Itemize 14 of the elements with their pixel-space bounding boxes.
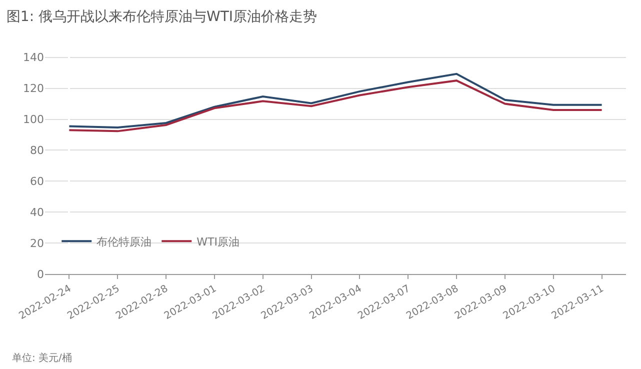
y-tick-label: 60 xyxy=(30,175,44,188)
y-tick-label: 80 xyxy=(30,144,44,158)
y-tick-label: 40 xyxy=(30,206,44,219)
line-series xyxy=(68,80,603,132)
y-tick-label: 0 xyxy=(37,268,44,281)
y-tick-label: 100 xyxy=(23,113,44,126)
chart-title: 图1: 俄乌开战以来布伦特原油与WTI原油价格走势 xyxy=(6,8,318,25)
y-tick-label: 120 xyxy=(23,82,44,96)
line-series xyxy=(68,72,603,128)
text: 单位: 美元/桶 xyxy=(12,352,72,364)
legend-label: WTI原油 xyxy=(196,235,240,248)
y-tick-label: 140 xyxy=(23,51,44,64)
y-tick-label: 20 xyxy=(30,236,44,250)
legend-label: 布伦特原油 xyxy=(96,235,152,248)
